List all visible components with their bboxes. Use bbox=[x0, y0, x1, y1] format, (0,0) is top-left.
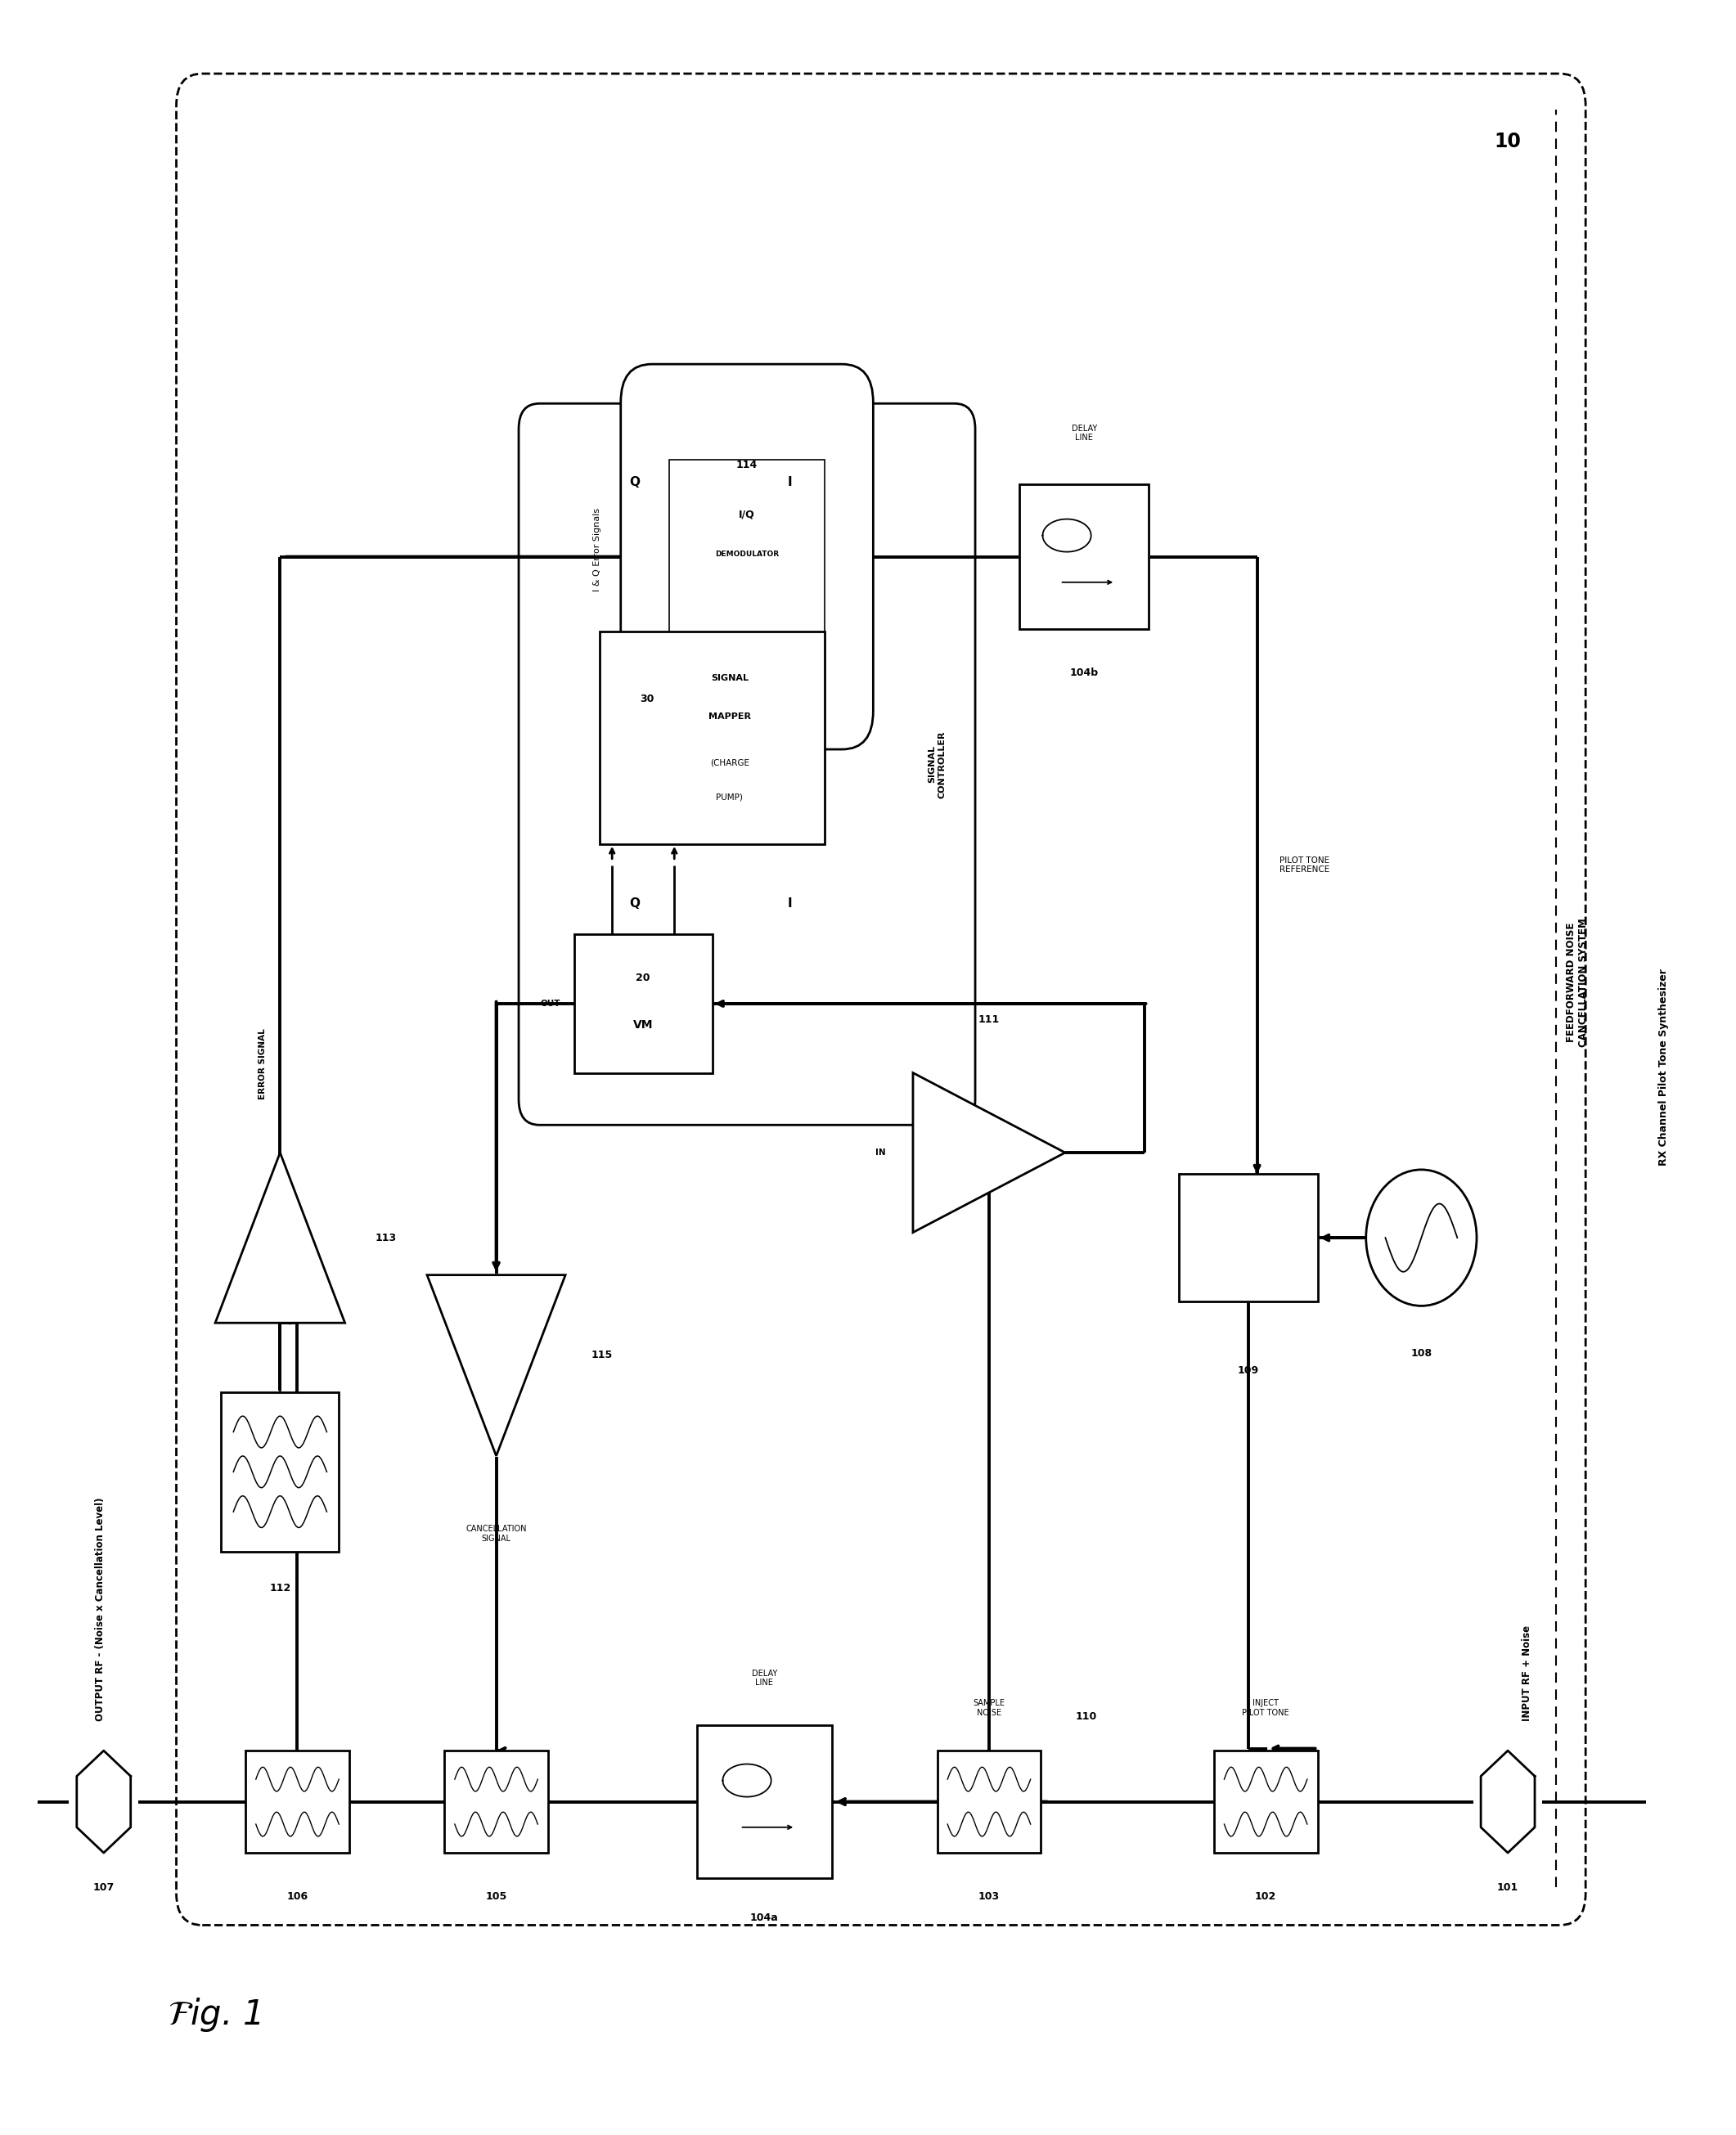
Text: 107: 107 bbox=[94, 1883, 115, 1894]
Polygon shape bbox=[427, 1275, 566, 1456]
Bar bbox=[575, 935, 712, 1072]
Polygon shape bbox=[913, 1072, 1066, 1232]
Text: FEEDFORWARD NOISE
CANCELLATION SYSTEM: FEEDFORWARD NOISE CANCELLATION SYSTEM bbox=[1566, 918, 1588, 1046]
Text: VM: VM bbox=[634, 1018, 653, 1031]
Text: PUMP): PUMP) bbox=[717, 792, 743, 801]
Text: Q: Q bbox=[628, 897, 641, 910]
Bar bbox=[1179, 1174, 1318, 1302]
FancyBboxPatch shape bbox=[519, 404, 976, 1125]
Text: 10: 10 bbox=[1495, 132, 1521, 152]
Bar bbox=[1019, 485, 1149, 630]
Text: ERROR SIGNAL: ERROR SIGNAL bbox=[259, 1029, 267, 1100]
Text: I: I bbox=[788, 897, 793, 910]
Bar bbox=[245, 1751, 349, 1853]
Text: I: I bbox=[788, 476, 793, 489]
Text: 114: 114 bbox=[736, 459, 757, 470]
Text: 104a: 104a bbox=[750, 1913, 778, 1924]
Text: SIGNAL
CONTROLLER: SIGNAL CONTROLLER bbox=[929, 730, 946, 798]
Bar bbox=[220, 1392, 339, 1552]
Text: RX Channel Pilot Tone Synthesizer: RX Channel Pilot Tone Synthesizer bbox=[1658, 969, 1668, 1166]
Text: (CHARGE: (CHARGE bbox=[710, 760, 750, 766]
Text: RF: RF bbox=[616, 500, 630, 508]
Text: 111: 111 bbox=[979, 1014, 1000, 1025]
Text: 104b: 104b bbox=[1069, 668, 1099, 679]
Text: LO: LO bbox=[865, 500, 878, 508]
Bar bbox=[444, 1751, 549, 1853]
Text: IN: IN bbox=[875, 1149, 885, 1157]
Bar bbox=[1213, 1751, 1318, 1853]
Text: SIGNAL: SIGNAL bbox=[710, 675, 748, 683]
Text: DELAY
LINE: DELAY LINE bbox=[752, 1670, 778, 1687]
Text: SAMPLE
NOISE: SAMPLE NOISE bbox=[974, 1699, 1005, 1717]
Text: 106: 106 bbox=[286, 1892, 307, 1902]
Text: DELAY
LINE: DELAY LINE bbox=[1071, 425, 1097, 442]
Text: 102: 102 bbox=[1255, 1892, 1276, 1902]
Circle shape bbox=[1366, 1170, 1477, 1307]
Bar bbox=[696, 1725, 832, 1879]
Text: 20: 20 bbox=[635, 974, 651, 984]
Text: 115: 115 bbox=[592, 1349, 613, 1360]
Text: Q: Q bbox=[628, 476, 641, 489]
Polygon shape bbox=[215, 1153, 345, 1324]
Text: 108: 108 bbox=[1411, 1349, 1432, 1360]
FancyBboxPatch shape bbox=[177, 73, 1585, 1926]
Text: 103: 103 bbox=[979, 1892, 1000, 1902]
Text: I: I bbox=[776, 683, 779, 694]
Text: PILOT TONE
REFERENCE: PILOT TONE REFERENCE bbox=[1279, 856, 1330, 873]
Text: MAPPER: MAPPER bbox=[708, 713, 752, 719]
Text: 109: 109 bbox=[1238, 1366, 1259, 1377]
Bar bbox=[668, 459, 825, 651]
Text: OUTPUT RF - (Noise x Cancellation Level): OUTPUT RF - (Noise x Cancellation Level) bbox=[95, 1497, 106, 1721]
FancyBboxPatch shape bbox=[621, 365, 873, 749]
Text: INPUT RF + Noise: INPUT RF + Noise bbox=[1522, 1625, 1533, 1721]
Text: 30: 30 bbox=[639, 694, 654, 705]
Text: 113: 113 bbox=[375, 1232, 396, 1243]
Text: INJECT
PILOT TONE: INJECT PILOT TONE bbox=[1243, 1699, 1290, 1717]
Text: 112: 112 bbox=[269, 1582, 292, 1593]
Text: 110: 110 bbox=[1076, 1712, 1097, 1723]
Bar bbox=[937, 1751, 1042, 1853]
Text: CANCELLATION
SIGNAL: CANCELLATION SIGNAL bbox=[465, 1524, 526, 1541]
Text: Q: Q bbox=[700, 683, 708, 694]
Text: DEMODULATOR: DEMODULATOR bbox=[715, 551, 779, 557]
Text: I/Q: I/Q bbox=[740, 508, 755, 519]
Text: I & Q Error Signals: I & Q Error Signals bbox=[594, 508, 601, 591]
Text: OUT: OUT bbox=[540, 999, 561, 1008]
Text: $\mathcal{F}$ig. 1: $\mathcal{F}$ig. 1 bbox=[168, 1996, 260, 2033]
Bar bbox=[601, 632, 825, 843]
Text: 101: 101 bbox=[1496, 1883, 1519, 1894]
Text: 105: 105 bbox=[486, 1892, 507, 1902]
